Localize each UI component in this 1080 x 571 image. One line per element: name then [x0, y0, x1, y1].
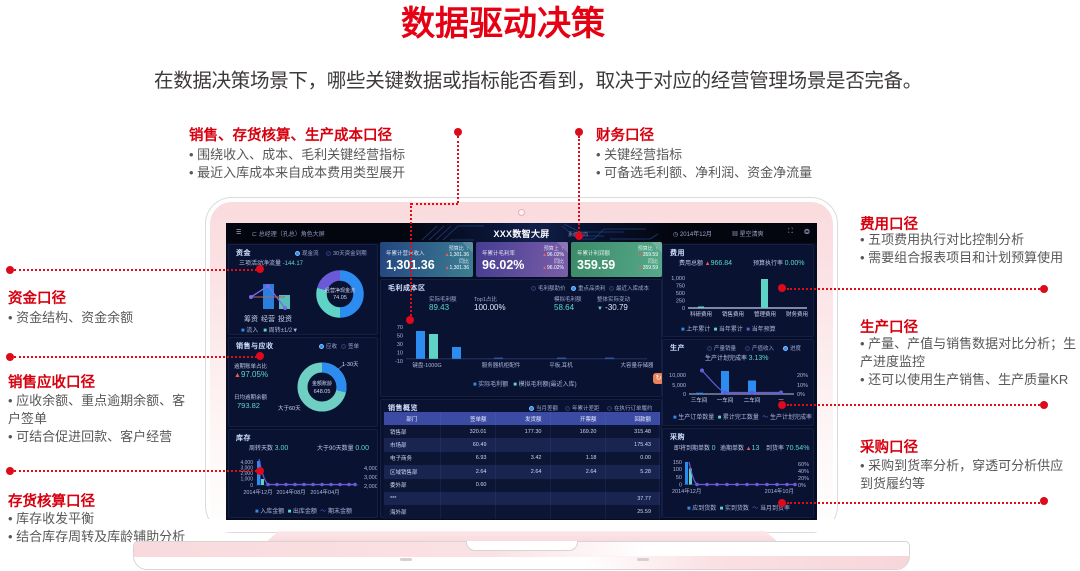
svg-text:4,000: 4,000 — [364, 466, 377, 472]
svg-text:大容量存储器: 大容量存储器 — [620, 361, 653, 369]
svg-text:1,000: 1,000 — [671, 276, 685, 282]
svg-text:筹资: 筹资 — [244, 314, 258, 323]
svg-text:1,000: 1,000 — [240, 477, 253, 483]
svg-text:三车间: 三车间 — [691, 396, 708, 404]
svg-text:二车间: 二车间 — [744, 396, 761, 404]
svg-text:74.05: 74.05 — [333, 295, 347, 301]
svg-text:70: 70 — [397, 325, 403, 331]
svg-text:经营: 经营 — [261, 314, 275, 323]
svg-text:4,000: 4,000 — [240, 460, 253, 466]
svg-text:10: 10 — [397, 351, 403, 357]
svg-text:2014年12月: 2014年12月 — [243, 488, 272, 496]
svg-text:20%: 20% — [797, 373, 808, 379]
svg-text:0: 0 — [682, 306, 685, 312]
svg-text:150: 150 — [673, 460, 682, 466]
svg-text:0: 0 — [683, 392, 686, 398]
svg-text:648.05: 648.05 — [314, 389, 331, 395]
svg-text:服务器机柜配件: 服务器机柜配件 — [482, 361, 521, 369]
svg-text:经营净现金流: 经营净现金流 — [325, 287, 355, 294]
svg-text:50: 50 — [676, 475, 682, 481]
svg-text:0%: 0% — [797, 392, 805, 398]
svg-text:10,000: 10,000 — [669, 373, 686, 379]
svg-text:-10: -10 — [395, 359, 403, 365]
svg-text:2014年10月: 2014年10月 — [765, 487, 794, 495]
svg-text:0: 0 — [679, 483, 682, 489]
svg-text:30: 30 — [397, 342, 403, 348]
svg-text:750: 750 — [676, 284, 685, 290]
svg-text:2,000: 2,000 — [364, 484, 377, 490]
svg-text:500: 500 — [676, 291, 685, 297]
svg-text:销售费用: 销售费用 — [722, 310, 744, 318]
svg-text:3,000: 3,000 — [240, 466, 253, 472]
svg-text:管理费用: 管理费用 — [754, 310, 776, 318]
svg-text:科研费用: 科研费用 — [690, 310, 712, 318]
svg-text:10%: 10% — [797, 383, 808, 389]
svg-text:2014年12月: 2014年12月 — [672, 487, 701, 495]
svg-text:40%: 40% — [798, 469, 809, 475]
svg-text:60%: 60% — [798, 462, 809, 468]
svg-text:平板,耳机: 平板,耳机 — [549, 361, 573, 369]
svg-text:5,000: 5,000 — [672, 383, 686, 389]
svg-text:财务费用: 财务费用 — [786, 310, 808, 318]
svg-text:0: 0 — [250, 483, 253, 489]
svg-text:2014年04月: 2014年04月 — [310, 488, 339, 496]
svg-text:2014年08月: 2014年08月 — [276, 488, 305, 496]
svg-text:100: 100 — [673, 467, 682, 473]
svg-text:20%: 20% — [798, 476, 809, 482]
svg-text:50: 50 — [397, 334, 403, 340]
svg-text:键盘-1000G: 键盘-1000G — [412, 361, 441, 369]
svg-text:金额账龄: 金额账龄 — [312, 380, 332, 387]
svg-text:一车间: 一车间 — [717, 396, 734, 404]
svg-text:投资: 投资 — [278, 314, 292, 323]
svg-text:0%: 0% — [798, 483, 806, 489]
svg-text:2,000: 2,000 — [240, 471, 253, 477]
svg-text:250: 250 — [676, 299, 685, 305]
svg-text:3,000: 3,000 — [364, 475, 377, 481]
